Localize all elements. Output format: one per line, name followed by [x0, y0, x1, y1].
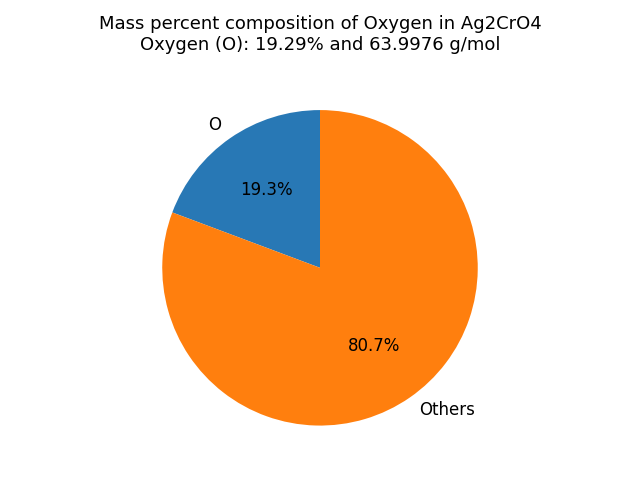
Text: 80.7%: 80.7%	[348, 336, 400, 355]
Title: Mass percent composition of Oxygen in Ag2CrO4
Oxygen (O): 19.29% and 63.9976 g/m: Mass percent composition of Oxygen in Ag…	[99, 15, 541, 54]
Wedge shape	[172, 110, 320, 268]
Text: Others: Others	[419, 401, 475, 420]
Text: 19.3%: 19.3%	[240, 181, 292, 199]
Text: O: O	[208, 116, 221, 134]
Wedge shape	[163, 110, 477, 426]
